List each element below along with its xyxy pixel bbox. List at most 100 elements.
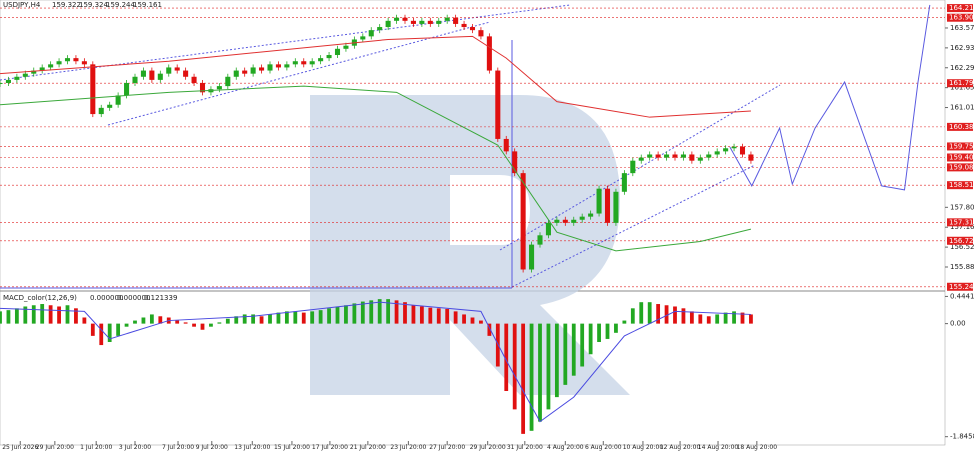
histogram-bar	[99, 323, 104, 346]
histogram-bar	[445, 308, 450, 324]
candle	[402, 17, 408, 21]
candle	[613, 191, 619, 223]
candle	[444, 17, 450, 21]
candle	[31, 70, 37, 74]
level-label: 156.724	[949, 237, 974, 245]
candle	[486, 36, 492, 71]
histogram-bar	[588, 323, 593, 355]
y-tick-label: 156.520	[950, 243, 974, 251]
level-badge	[947, 282, 973, 291]
candle	[132, 76, 138, 83]
candle	[360, 36, 366, 40]
candle	[723, 148, 729, 152]
histogram-bar	[428, 307, 433, 324]
candle	[267, 64, 273, 71]
histogram-bar	[529, 323, 534, 431]
candle	[427, 20, 433, 24]
histogram-bar	[479, 320, 483, 324]
candle	[537, 235, 543, 245]
level-badge	[947, 153, 973, 162]
histogram-bar	[706, 316, 711, 324]
level-label: 157.317	[949, 218, 974, 226]
histogram-bar	[512, 323, 517, 410]
candle	[739, 146, 746, 155]
candle	[174, 67, 180, 71]
level-badge	[947, 218, 973, 227]
histogram-bar	[276, 312, 281, 324]
histogram-bar	[352, 303, 357, 324]
candle	[664, 154, 670, 158]
candle	[39, 67, 45, 71]
quote-value: 159.161	[133, 1, 162, 9]
histogram-bar	[740, 312, 745, 324]
histogram-bar	[116, 323, 121, 336]
chart-layer	[0, 4, 781, 289]
candle	[149, 70, 155, 80]
histogram-bar	[749, 314, 753, 324]
histogram-bar	[31, 305, 36, 324]
histogram-bar	[234, 316, 239, 324]
candle	[503, 138, 509, 152]
level-label: 158.513	[949, 181, 974, 189]
candle	[545, 222, 551, 236]
histogram-bar	[554, 323, 559, 398]
candle	[191, 76, 197, 83]
y-tick-label: 0.00	[950, 320, 966, 328]
candle	[604, 188, 611, 223]
y-tick-label: 162.930	[950, 44, 974, 52]
histogram-bar	[360, 301, 365, 324]
histogram-bar	[293, 311, 298, 324]
quote-value: 0.000000	[90, 294, 123, 302]
histogram-bar	[453, 311, 458, 324]
quote-value: 159.324	[79, 1, 108, 9]
series-line	[729, 4, 931, 191]
x-tick-label: 23 Jul 20:00	[390, 444, 426, 451]
histogram-bar	[310, 311, 315, 324]
candle	[453, 17, 459, 24]
candle	[579, 216, 585, 220]
candle	[512, 151, 518, 174]
candle	[301, 61, 307, 65]
x-tick-label: 9 Jul 20:00	[196, 444, 228, 451]
level-badge	[947, 13, 973, 22]
y-tick-label: 162.290	[950, 64, 974, 72]
histogram-bar	[133, 320, 137, 324]
histogram-bar	[251, 314, 256, 324]
histogram-bar	[65, 305, 70, 324]
histogram-bar	[732, 311, 736, 324]
candle	[655, 154, 661, 158]
y-tick-label: 155.880	[950, 263, 974, 271]
histogram-bar	[82, 317, 87, 324]
histogram-bar	[673, 306, 677, 324]
x-tick-label: 17 Jul 20:00	[312, 444, 348, 451]
histogram-bar	[571, 323, 576, 376]
histogram-bar	[698, 314, 703, 324]
level-label: 159.085	[949, 163, 974, 171]
candle	[166, 67, 172, 74]
histogram-bar	[664, 305, 669, 324]
candle	[250, 67, 256, 74]
candle	[225, 76, 231, 87]
level-label: 163.900	[949, 14, 974, 22]
histogram-bar	[487, 323, 492, 336]
histogram-bar	[242, 314, 247, 324]
histogram-bar	[563, 323, 568, 385]
level-badge	[947, 163, 973, 172]
level-badge	[947, 236, 973, 245]
level-badge	[947, 79, 973, 88]
y-tick-label: 157.800	[950, 203, 974, 211]
histogram-bar	[259, 316, 264, 324]
histogram-bar	[681, 308, 686, 324]
quote-value: 0.121339	[144, 294, 177, 302]
x-tick-label: 25 Jun 2026	[2, 444, 38, 451]
candle	[368, 30, 374, 37]
histogram-bar	[107, 323, 112, 342]
level-label: 160.388	[949, 123, 974, 131]
candle	[292, 61, 298, 65]
histogram-bar	[124, 323, 129, 327]
candle	[326, 55, 332, 59]
histogram-bar	[149, 314, 154, 324]
candle	[115, 95, 121, 105]
candle	[469, 27, 476, 31]
histogram-bar	[689, 311, 694, 324]
